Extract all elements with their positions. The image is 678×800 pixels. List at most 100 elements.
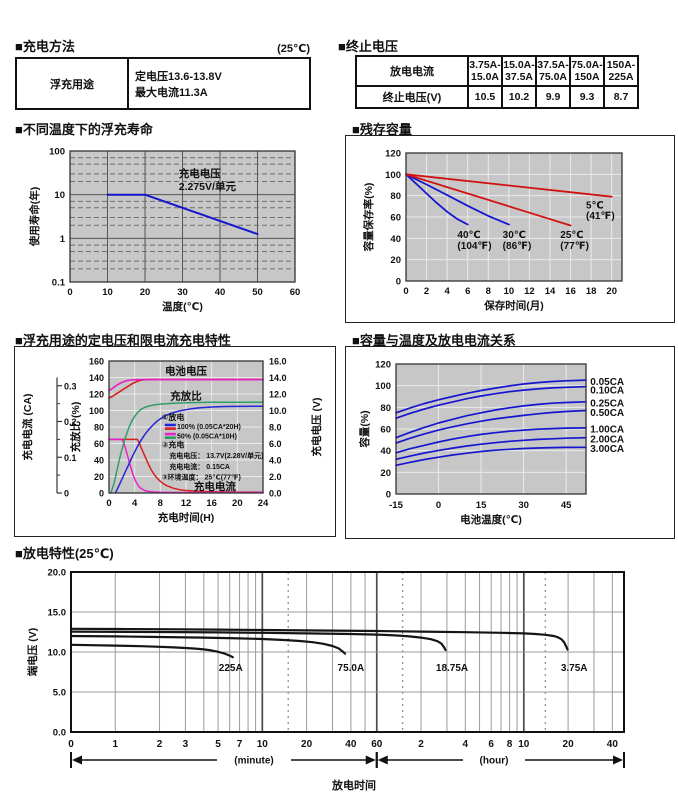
annotation: 充电电压 — [179, 167, 221, 180]
x-tick-label: 10 — [504, 286, 515, 297]
x-tick-label: 30 — [518, 500, 529, 511]
series-line — [114, 405, 264, 494]
annotation: 3.75A — [561, 663, 588, 674]
y-axis-label: 容量保存率(%) — [362, 183, 375, 253]
x-tick-label: 3 — [183, 739, 189, 750]
x-tick-label: 7 — [237, 739, 243, 750]
capacity-temp-title: ■容量与温度及放电电流关系 — [352, 333, 516, 348]
table-row: 浮充用途 定电压13.6-13.8V 最大电流11.3A — [15, 57, 311, 110]
x-tick-label: 14 — [545, 286, 556, 297]
annotation: 0.10CA — [590, 386, 624, 397]
plot-border — [69, 150, 296, 283]
y-tick-label: 1 — [60, 234, 66, 245]
x-tick-label: 30 — [177, 287, 188, 298]
x-tick-label: 20 — [140, 287, 151, 298]
x-tick-label: 40 — [215, 287, 226, 298]
annotation: 100% (0.05CA*20H) — [177, 424, 241, 431]
x-tick-label: 45 — [561, 500, 572, 511]
annotation: 2.00CA — [590, 434, 624, 445]
time-axis-label: 放电时间 — [331, 778, 376, 792]
x-tick-label: 20 — [301, 739, 313, 750]
annotation: 0.50CA — [590, 408, 624, 419]
annotation: (41℉) — [586, 211, 615, 222]
value-cell: 8.7 — [603, 85, 639, 110]
value-cell: 10.5 — [467, 85, 503, 110]
series-line — [69, 634, 347, 655]
x-tick-label: 0 — [106, 498, 111, 509]
y-tick-label: 10.0 — [48, 648, 67, 659]
x-tick-label: 1 — [112, 739, 118, 750]
x-tick-label: 15 — [476, 500, 487, 511]
annotation: 电池电压 — [165, 365, 207, 378]
x-tick-label: 60 — [371, 739, 383, 750]
value-cell: 10.2 — [501, 85, 537, 110]
x-tick-label: 12 — [181, 498, 192, 509]
annotation: 0.25CA — [590, 399, 624, 410]
x-tick-label: 40 — [607, 739, 619, 750]
arrowhead-right — [365, 755, 376, 765]
x-tick-label: 50 — [252, 287, 263, 298]
annotation: 18.75A — [436, 663, 468, 674]
x-axis-label: 电池温度(℃) — [460, 513, 522, 526]
plot-border — [70, 571, 625, 733]
series-line — [108, 378, 264, 392]
annotation: (77℉) — [560, 241, 589, 252]
annotation: 50% (0.05CA*10H) — [177, 433, 237, 440]
x-tick-label: 0 — [67, 287, 72, 298]
annotation: 1.00CA — [590, 425, 624, 436]
series-line — [106, 193, 259, 236]
series-line — [108, 438, 264, 494]
x-tick-label: 8 — [507, 739, 513, 750]
y-tick-label: 120 — [89, 390, 104, 400]
annotation: 30℃ — [503, 230, 526, 241]
series-line — [395, 446, 587, 467]
series-line — [395, 385, 587, 420]
value-cell: 9.9 — [535, 85, 571, 110]
annotation: 2.275V/单元 — [179, 180, 237, 193]
y-tick-label: 100 — [375, 381, 391, 392]
y-tick-label: 0.0 — [53, 728, 66, 739]
x-tick-label: 2 — [424, 286, 429, 297]
x-tick-label: 4 — [132, 498, 138, 509]
x-tick-label: 16 — [206, 498, 217, 509]
y-tick-label: 10 — [54, 190, 65, 201]
series-line — [69, 643, 234, 659]
annotation: 充电电压： 13.7V(2.28V/单元) — [169, 451, 263, 460]
capacity-temp-chart-box: -15 0 15 30 45 0 20 40 60 80 100 120 电池温度(℃) 容量(%) 0.0… — [345, 346, 675, 539]
x-tick-label: 4 — [463, 739, 469, 750]
arrowhead-left — [72, 755, 82, 765]
secondary-tick-label: 0.1 — [64, 453, 77, 463]
charging-title: ■浮充用途的定电压和限电流充电特性 — [15, 333, 231, 348]
x-tick-label: 0 — [436, 500, 441, 511]
range-cell: 75.0A- 150A — [569, 54, 605, 88]
y-tick-label: 60 — [390, 213, 401, 224]
x-axis-label: 保存时间(月) — [483, 299, 544, 312]
x-tick-label: 6 — [488, 739, 494, 750]
series-line — [405, 173, 469, 226]
charge-method-title: ■充电方法 — [15, 39, 75, 54]
y-tick-label: 120 — [375, 360, 391, 371]
series-line — [395, 409, 587, 444]
series-line — [405, 173, 510, 226]
series-line — [405, 173, 572, 227]
charging-chart: 0 4 8 12 16 20 24 0 20 40 60 80 100 120 140 160 充电时间(H) 充… — [21, 357, 323, 525]
y-tick-label: 20 — [94, 472, 104, 482]
right-axis-label: 充电电压 (V) — [310, 398, 323, 457]
y-tick-label: 60 — [380, 425, 391, 436]
legend-swatch — [164, 427, 176, 430]
right-tick-label: 10.0 — [269, 406, 287, 416]
annotation: 5℃ — [586, 200, 604, 211]
capacity-temp-chart: -15 0 15 30 45020406080100120电池温度(℃)容量(%)0.0… — [358, 360, 624, 527]
annotation: 充电电流 — [194, 480, 236, 493]
x-axis-label: 温度(℃) — [162, 300, 203, 313]
cutoff-voltage-label: 终止电压(V) — [355, 85, 469, 110]
y-tick-label: 120 — [385, 149, 401, 160]
y-tick-label: 5.0 — [53, 688, 66, 699]
x-tick-label: 12 — [524, 286, 535, 297]
discharge-chart: 0 1 2 3 5 7 10 20 40 60 2 4 6 8 10 20 40 0.0 5.0 10.0 15.0 20… — [26, 568, 625, 792]
x-tick-label: 40 — [345, 739, 357, 750]
plot-border — [405, 152, 623, 282]
x-tick-label: 10 — [102, 287, 113, 298]
annotation: 75.0A — [338, 663, 365, 674]
